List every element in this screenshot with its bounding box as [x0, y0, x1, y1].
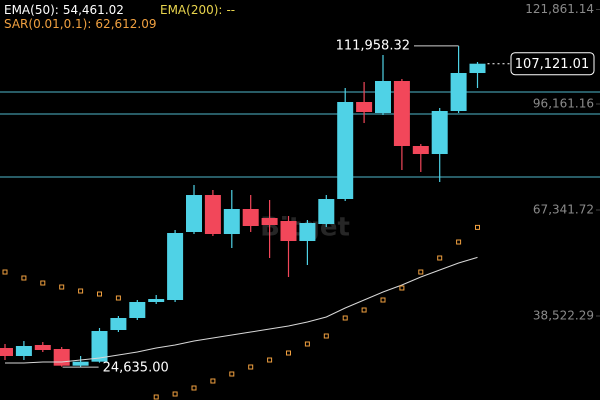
candle-body [299, 223, 316, 242]
candle-body [204, 195, 221, 235]
sar-dot [399, 285, 405, 291]
candle-body [469, 63, 486, 74]
sar-dot [361, 307, 367, 313]
sar-dot [248, 364, 254, 370]
candle-body [186, 195, 202, 233]
candle-body [280, 221, 297, 242]
candle-body [53, 349, 70, 366]
last-price-label: 107,121.01 [515, 57, 589, 72]
candle-body [15, 346, 32, 357]
sar-dot [475, 224, 480, 230]
candle-body [148, 299, 165, 303]
annotation-label: 24,635.00 [103, 361, 169, 376]
sar-dot [418, 269, 424, 275]
candle-body [242, 209, 259, 227]
candle-body [110, 318, 127, 331]
indicator-name: SAR(0.01,0.1): [4, 17, 91, 31]
sar-dot [286, 350, 291, 356]
candle-body [318, 199, 335, 225]
sar-dot [153, 394, 159, 400]
candle-body [393, 81, 410, 147]
indicator-label: EMA(200): -- [160, 3, 235, 17]
candle-body [72, 361, 89, 366]
candle-body [0, 348, 13, 357]
sar-dot [191, 385, 197, 391]
candle-body [129, 302, 146, 319]
candle-body [356, 102, 373, 113]
candle-body [375, 81, 391, 114]
sar-dot [456, 239, 462, 245]
sar-dot [40, 280, 46, 286]
indicator-value: 62,612.09 [95, 17, 156, 31]
sar-dot [115, 295, 121, 301]
sar-dot [342, 315, 348, 321]
sar-dot [229, 371, 235, 377]
y-tick-label: 38,522.29 [533, 308, 594, 322]
candle-body [412, 146, 429, 155]
indicator-name: EMA(50): [4, 3, 59, 17]
sar-dot [437, 255, 443, 261]
y-tick-label: 96,161.16 [533, 97, 594, 111]
candle-body [431, 111, 448, 155]
sar-dot [59, 284, 65, 290]
y-tick-label: 121,861.14 [525, 2, 594, 16]
candle-body [167, 233, 184, 301]
candle-body [261, 218, 278, 226]
sar-dot [323, 333, 329, 339]
sar-dot [21, 275, 27, 281]
sar-dot [2, 269, 8, 275]
sar-dot [78, 288, 84, 294]
y-tick-label: 67,341.72 [533, 202, 594, 216]
indicator-value: -- [226, 3, 235, 17]
last-price-box [510, 52, 595, 76]
candle-body [223, 209, 240, 235]
candle-body [450, 73, 467, 112]
candle-body [34, 345, 51, 351]
sar-dot [304, 341, 310, 347]
sar-dot [267, 357, 273, 363]
candle-body [337, 102, 354, 200]
sar-dot [210, 378, 216, 384]
indicator-name: EMA(200): [160, 3, 222, 17]
sar-dot [97, 291, 102, 297]
candle-body [91, 331, 108, 362]
sar-dot [380, 297, 386, 303]
indicator-label: EMA(50): 54,461.02 [4, 3, 124, 17]
sar-dot [172, 391, 178, 397]
ema-line [5, 256, 478, 364]
indicator-value: 54,461.02 [63, 3, 124, 17]
annotation-label: 111,958.32 [336, 38, 410, 53]
indicator-label: SAR(0.01,0.1): 62,612.09 [4, 17, 157, 31]
